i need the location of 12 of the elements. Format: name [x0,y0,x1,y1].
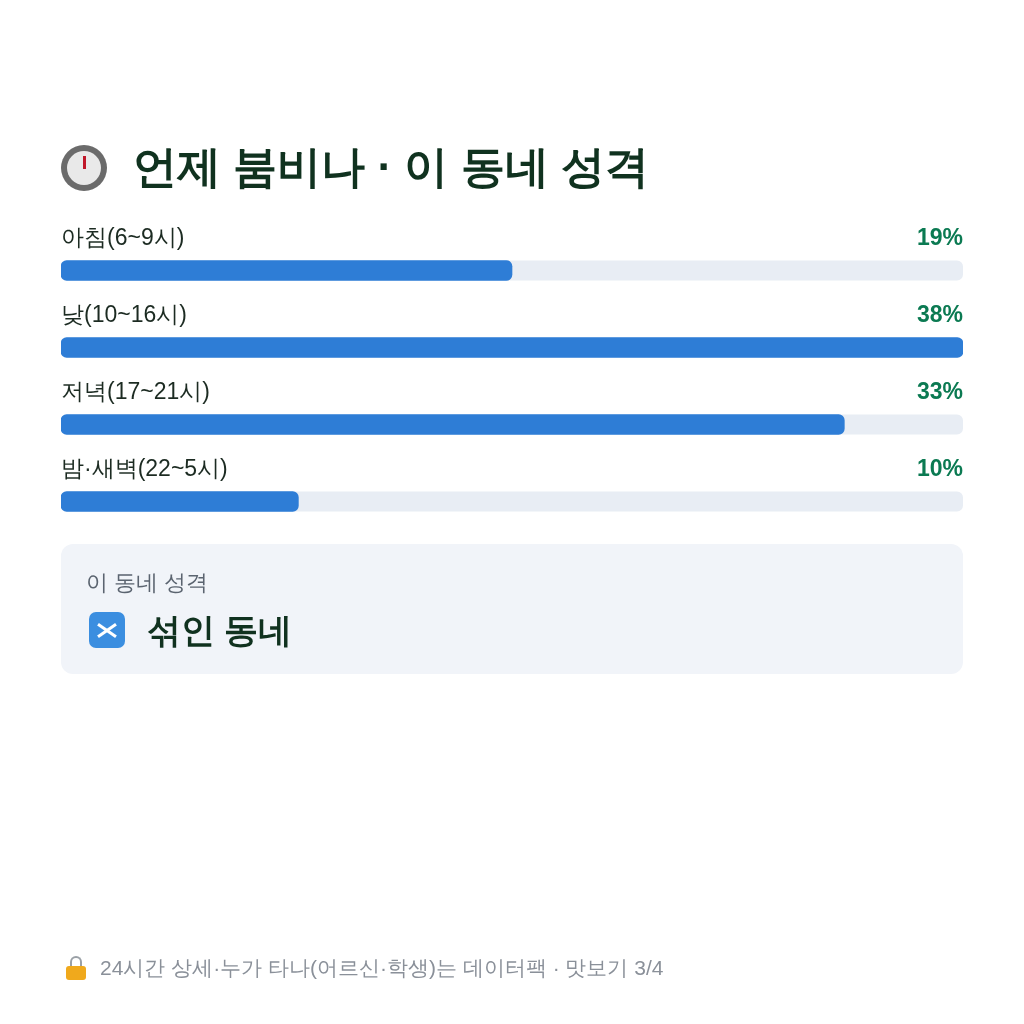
chart-title: 언제 붐비나 · 이 동네 성격 [133,141,649,193]
data-label: 33% [916,377,963,404]
text: 이 동네 성격 [86,569,209,597]
text: 섞인 동네 [147,610,293,651]
data-label: 10% [916,454,963,481]
data-label: 19% [916,223,963,250]
y-tick-label: 낮(10~16시) [61,300,187,327]
y-tick-label: 밤·새벽(22~5시) [61,454,228,481]
y-tick-label: 저녁(17~21시) [61,377,210,404]
y-tick-label: 아침(6~9시) [61,223,185,250]
data-label: 38% [916,300,963,327]
text: 24시간 상세·누가 타나(어르신·학생)는 데이터팩 · 맛보기 3/4 [100,955,664,981]
